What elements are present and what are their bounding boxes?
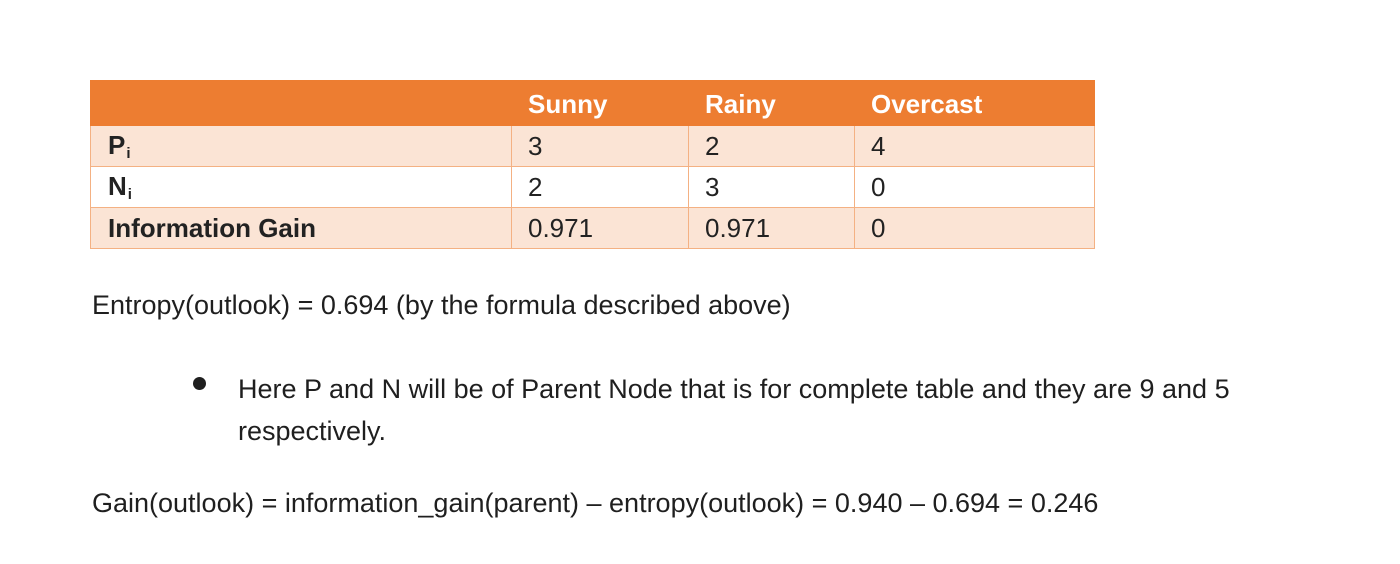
bullet-paragraph: Here P and N will be of Parent Node that… [238,374,1230,446]
table-cell: 2 [511,166,689,208]
row-label-text: Information Gain [108,212,316,243]
row-label-pi: Pi [90,125,512,167]
header-cell-sunny: Sunny [511,80,689,126]
table-cell: 0.971 [511,207,689,249]
table-header: Sunny Rainy Overcast [90,80,1095,126]
table-header-row: Sunny Rainy Overcast [90,80,1095,126]
header-cell-empty [90,80,512,126]
row-label-ni: Ni [90,166,512,208]
table-cell: 0.971 [688,207,855,249]
table-cell: 3 [688,166,855,208]
table-body: Pi 3 2 4 Ni 2 3 0 Information Gain 0.971… [90,125,1095,249]
row-label-information-gain: Information Gain [90,207,512,249]
table-cell: 0 [854,207,1095,249]
table-cell: 4 [854,125,1095,167]
outlook-table: Sunny Rainy Overcast Pi 3 2 4 Ni 2 3 0 I… [90,80,1095,249]
header-cell-rainy: Rainy [688,80,855,126]
table-cell: 3 [511,125,689,167]
table-cell: 2 [688,125,855,167]
table-cell: 0 [854,166,1095,208]
table-row-pi: Pi 3 2 4 [90,125,1095,167]
row-label-subscript: i [126,145,131,162]
row-label-text: P [108,130,126,160]
bullet-icon [193,377,206,390]
entropy-paragraph: Entropy(outlook) = 0.694 (by the formula… [92,290,791,320]
table-row-ni: Ni 2 3 0 [90,166,1095,208]
row-label-text: N [108,171,127,201]
gain-paragraph: Gain(outlook) = information_gain(parent)… [92,488,1099,518]
table-row-information-gain: Information Gain 0.971 0.971 0 [90,207,1095,249]
row-label-subscript: i [127,186,132,203]
header-cell-overcast: Overcast [854,80,1095,126]
